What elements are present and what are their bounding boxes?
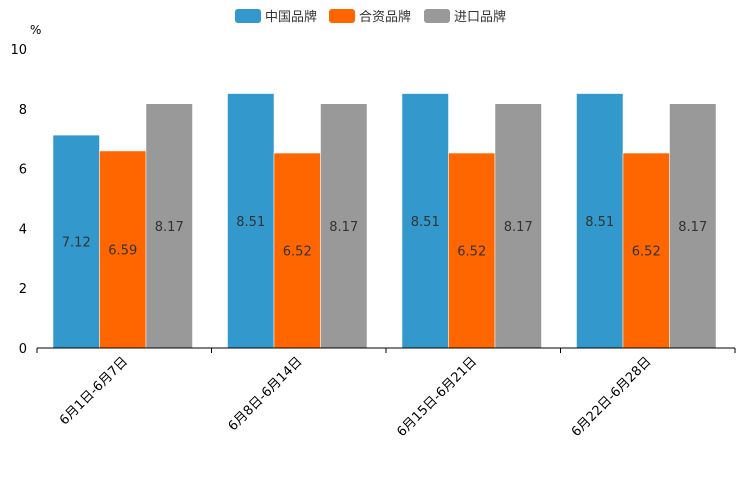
bar-1-1: [52, 134, 100, 349]
legend-label: 中国品牌: [265, 9, 317, 25]
y-tick-label: 6: [19, 163, 27, 178]
bar-value-label: 8.17: [155, 220, 184, 235]
bar-value-label: 8.51: [411, 215, 440, 230]
y-axis-unit-label: %: [30, 23, 41, 37]
bar-2-3: [448, 152, 496, 349]
bar-value-label: 8.17: [678, 220, 707, 235]
legend-label: 合资品牌: [359, 9, 411, 25]
bar-value-label: 6.59: [108, 243, 137, 258]
y-tick-label: 8: [19, 103, 27, 118]
legend-swatch: [329, 9, 355, 23]
bar-value-label: 8.17: [504, 220, 533, 235]
y-tick-label: 10: [10, 43, 27, 58]
bar-value-label: 8.51: [585, 215, 614, 230]
bar-value-label: 8.17: [329, 220, 358, 235]
legend: 中国品牌 合资品牌 进口品牌: [235, 9, 506, 25]
data-labels: 7.12 6.59 8.17 8.51 6.52 8.17 8.51 6.52 8.17 8.51…: [62, 215, 707, 260]
bar-value-label: 7.12: [62, 236, 91, 251]
legend-item-3[interactable]: 进口品牌: [424, 9, 506, 25]
bar-1-2: [227, 93, 275, 349]
bar-1-3: [401, 93, 449, 349]
legend-swatch: [424, 9, 450, 23]
bar-1-4: [576, 93, 624, 349]
bars: [52, 93, 717, 349]
legend-label: 进口品牌: [454, 9, 506, 25]
bar-2-2: [273, 152, 321, 349]
y-tick-label: 0: [19, 342, 27, 357]
y-tick-label: 4: [19, 222, 27, 237]
x-category-label: 6月22日-6月28日: [569, 354, 655, 440]
bar-value-label: 6.52: [283, 245, 312, 260]
x-category-label: 6月15日-6月21日: [394, 354, 480, 440]
bar-3-1: [145, 103, 193, 349]
bar-value-label: 8.51: [236, 215, 265, 230]
legend-item-1[interactable]: 中国品牌: [235, 9, 317, 25]
y-tick-label: 2: [19, 282, 27, 297]
legend-swatch: [235, 9, 261, 23]
bar-3-2: [320, 103, 368, 349]
x-category-label: 6月1日-6月7日: [57, 354, 131, 428]
y-axis: 0 2 4 6 8 10: [10, 43, 27, 357]
bar-value-label: 6.52: [632, 245, 661, 260]
bar-3-4: [669, 103, 717, 349]
x-category-label: 6月8日-6月14日: [226, 354, 306, 434]
bar-2-1: [99, 150, 147, 349]
bar-value-label: 6.52: [457, 245, 486, 260]
legend-item-2[interactable]: 合资品牌: [329, 9, 411, 25]
x-axis: 6月1日-6月7日 6月8日-6月14日 6月15日-6月21日 6月22日-6月28…: [36, 347, 736, 440]
